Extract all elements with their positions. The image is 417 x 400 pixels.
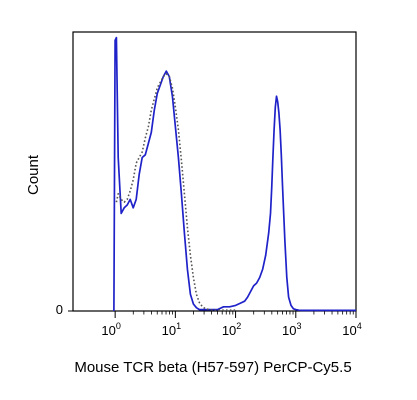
plot-frame (72, 31, 357, 312)
y-axis-ticks: 0 (56, 302, 73, 317)
x-axis-title: Mouse TCR beta (H57-597) PerCP-Cy5.5 (74, 359, 351, 376)
x-tick-label: 101 (162, 321, 181, 338)
x-tick-label: 102 (222, 321, 241, 338)
x-tick-label: 104 (342, 321, 361, 338)
x-tick-label: 100 (101, 321, 120, 338)
series-line-solid (113, 36, 356, 312)
series-line-dotted (115, 73, 236, 312)
x-tick-label: 103 (282, 321, 301, 338)
y-tick-label: 0 (56, 302, 63, 317)
y-axis-title: Count (25, 154, 42, 195)
series-layer (113, 36, 356, 312)
x-axis-ticks: 100 101 102 103 104 (101, 311, 362, 338)
